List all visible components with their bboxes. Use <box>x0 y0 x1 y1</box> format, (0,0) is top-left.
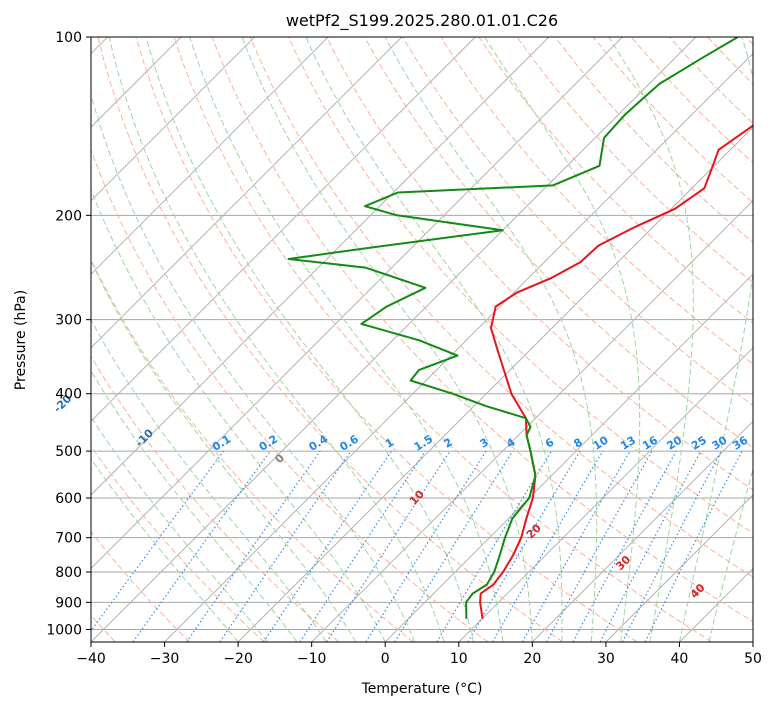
moist-adiabat <box>484 37 641 642</box>
x-tick-label: 20 <box>523 651 541 667</box>
mixing-ratio-line <box>186 450 321 642</box>
moist-adiabat <box>91 188 386 642</box>
x-tick-label: −40 <box>76 651 106 667</box>
isotherm <box>752 641 753 642</box>
y-tick-label: 600 <box>55 491 82 507</box>
isotherm <box>237 126 753 642</box>
y-tick-label: 200 <box>55 208 82 224</box>
dry-adiabat <box>91 258 414 642</box>
mixing-ratio-line <box>262 450 392 642</box>
dry-adiabat <box>326 37 753 491</box>
mixing-ratio-line <box>546 450 653 642</box>
y-tick-label: 700 <box>55 531 82 547</box>
moist-adiabat <box>91 259 357 642</box>
moist-adiabat <box>305 37 563 642</box>
isotherm <box>91 37 697 642</box>
isotherm <box>91 37 623 570</box>
dry-adiabat <box>516 37 753 284</box>
profile-lines <box>287 37 753 620</box>
x-tick-label: −20 <box>223 651 253 667</box>
mixing-ratio-line <box>219 450 352 642</box>
x-axis-title: Temperature (°C) <box>361 681 483 697</box>
dry-adiabat <box>91 148 489 642</box>
isotherm <box>531 420 753 642</box>
dry-adiabat <box>135 37 638 642</box>
moist-adiabat <box>608 37 694 642</box>
dry-adiabat <box>440 37 753 365</box>
isotherm <box>384 273 753 642</box>
y-tick-label: 400 <box>55 387 82 403</box>
x-tick-label: 10 <box>450 651 468 667</box>
isotherm <box>91 37 403 349</box>
x-tick-label: −10 <box>297 651 327 667</box>
x-tick-label: 30 <box>597 651 615 667</box>
isotherm <box>164 52 753 642</box>
mixing-ratio-line <box>91 450 224 632</box>
moist-adiabat <box>108 37 445 642</box>
x-tick-label: 0 <box>381 651 390 667</box>
dry-adiabat <box>91 445 265 642</box>
dry-adiabat <box>91 531 191 642</box>
dry-adiabat <box>211 37 753 623</box>
y-tick-label: 1000 <box>46 622 82 638</box>
background-lines <box>91 37 753 642</box>
isotherm <box>91 37 329 275</box>
dry-adiabat <box>173 37 713 642</box>
y-tick-label: 800 <box>55 565 82 581</box>
mixing-ratio-line <box>132 450 271 642</box>
dry-adiabat <box>402 37 753 407</box>
moist-adiabat <box>91 415 268 642</box>
moist-adiabat <box>91 93 416 642</box>
y-tick-label: 900 <box>55 595 82 611</box>
plot-frame <box>90 36 754 643</box>
isotherm <box>91 37 550 496</box>
mixing-ratio-line <box>521 450 631 642</box>
dry-adiabat <box>91 355 340 642</box>
axes: −40 −30 −20 −10 0 10 20 30 40 50 100 200 300 400 500 60… <box>46 30 762 667</box>
y-tick-label: 500 <box>55 444 82 460</box>
moist-adiabat <box>678 37 753 642</box>
isotherm <box>91 37 256 202</box>
mixing-ratio-line <box>572 450 677 642</box>
mixing-ratio-line <box>644 450 743 642</box>
temperature-profile-line <box>479 124 753 620</box>
isotherm <box>91 37 476 423</box>
dry-adiabat <box>97 37 563 642</box>
x-tick-label: −30 <box>150 651 180 667</box>
isotherm <box>605 494 753 642</box>
dewpoint-profile-line <box>287 37 739 619</box>
mixing-ratio-line <box>394 450 514 642</box>
mixing-ratio-line <box>299 450 426 642</box>
y-tick-label: 100 <box>55 30 82 46</box>
chart-title: wetPf2_S199.2025.280.01.01.C26 <box>286 11 558 31</box>
y-tick-label: 300 <box>55 313 82 329</box>
moist-adiabat <box>241 37 533 642</box>
x-tick-label: 40 <box>671 651 689 667</box>
x-tick-label: 50 <box>744 651 762 667</box>
dry-adiabat <box>249 37 753 578</box>
dry-adiabat <box>287 37 753 534</box>
moist-adiabat <box>91 369 298 642</box>
moist-adiabat <box>91 457 239 642</box>
moist-adiabat <box>145 37 474 642</box>
y-axis-title: Pressure (hPa) <box>13 290 29 390</box>
plot-background <box>91 37 753 642</box>
mixing-ratio-line <box>326 450 451 642</box>
isotherm <box>458 347 753 642</box>
